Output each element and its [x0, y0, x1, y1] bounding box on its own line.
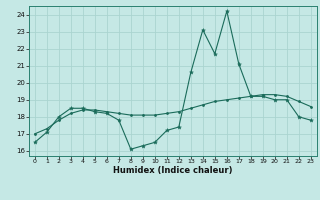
X-axis label: Humidex (Indice chaleur): Humidex (Indice chaleur) — [113, 166, 233, 175]
